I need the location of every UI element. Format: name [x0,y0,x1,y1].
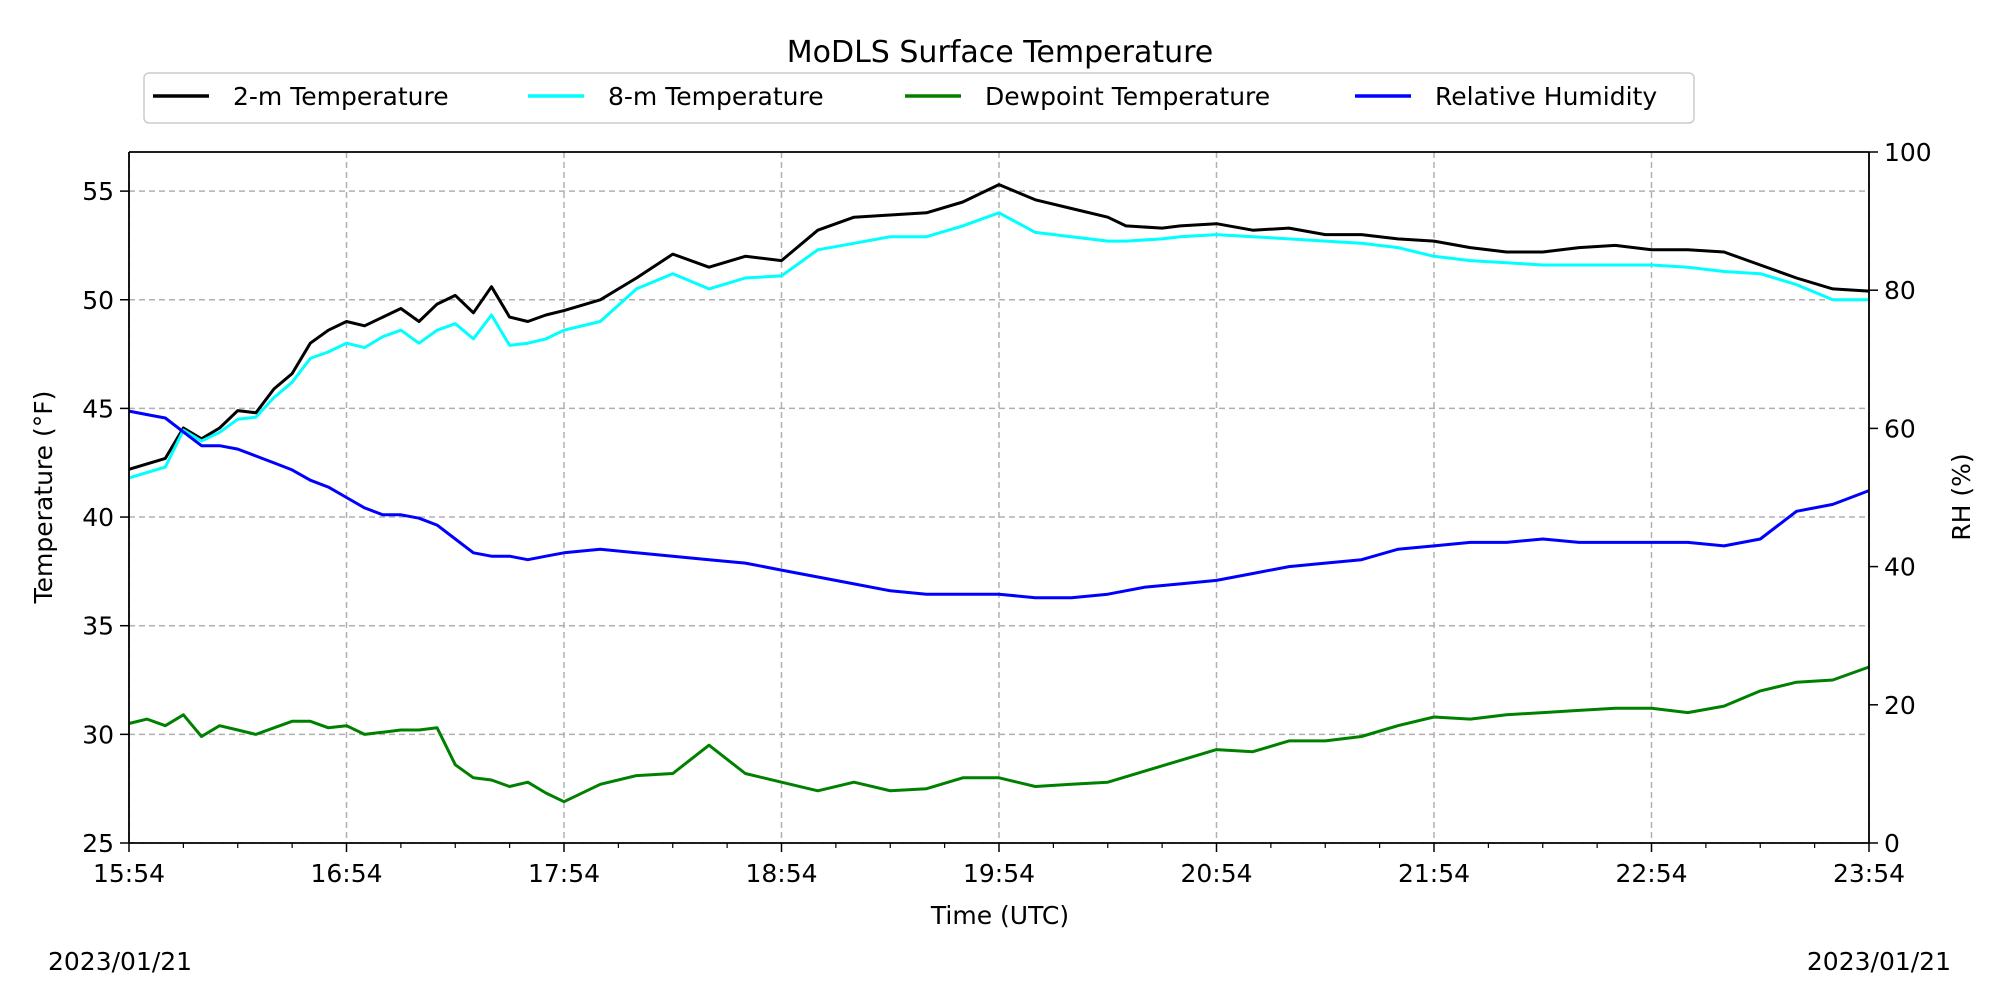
legend: 2-m Temperature 8-m Temperature Dewpoint T… [143,72,1695,124]
y-tick-label: 50 [82,286,114,315]
x-tick-label: 20:54 [1180,859,1252,888]
x-tick-label: 18:54 [745,859,817,888]
date-right: 2023/01/21 [1807,947,1951,976]
legend-label: Dewpoint Temperature [985,82,1270,111]
x-tick-label: 15:54 [93,859,165,888]
series-line-relative-humidity [128,409,1870,600]
x-tick-label: 22:54 [1615,859,1687,888]
legend-frame [143,72,1695,124]
y2-axis-label: RH (%) [1947,453,1976,540]
date-left: 2023/01/21 [48,947,192,976]
x-axis-label: Time (UTC) [930,901,1069,930]
x-tick-label: 16:54 [310,859,382,888]
axes: 15:54 16:54 17:54 18:54 19:54 20:54 21:54 22:54… [82,138,1932,888]
series-layer [128,183,1870,804]
y2-tick-label: 40 [1884,553,1916,582]
chart-title: MoDLS Surface Temperature [787,35,1214,70]
y-tick-label: 25 [82,829,114,858]
legend-label: 2-m Temperature [233,82,449,111]
x-tick-label: 19:54 [963,859,1035,888]
series-line-2-m-temperature [128,183,1870,471]
y-tick-label: 35 [82,612,114,641]
y2-tick-label: 20 [1884,691,1916,720]
series-line-8-m-temperature [128,211,1869,480]
x-tick-label: 21:54 [1398,859,1470,888]
series-line-dewpoint-temperature [128,665,1870,804]
y2-tick-label: 80 [1884,276,1916,305]
y2-tick-label: 0 [1884,829,1900,858]
y-tick-label: 55 [82,177,114,206]
y2-tick-label: 100 [1884,138,1932,167]
x-tick-label: 23:54 [1833,859,1905,888]
legend-label: Relative Humidity [1435,82,1657,111]
y-tick-label: 40 [82,503,114,532]
legend-label: 8-m Temperature [608,82,824,111]
y-tick-label: 45 [82,394,114,423]
y-tick-label: 30 [82,720,114,749]
y2-tick-label: 60 [1884,414,1916,443]
x-tick-label: 17:54 [528,859,600,888]
y-axis-label: Temperature (°F) [29,391,58,605]
